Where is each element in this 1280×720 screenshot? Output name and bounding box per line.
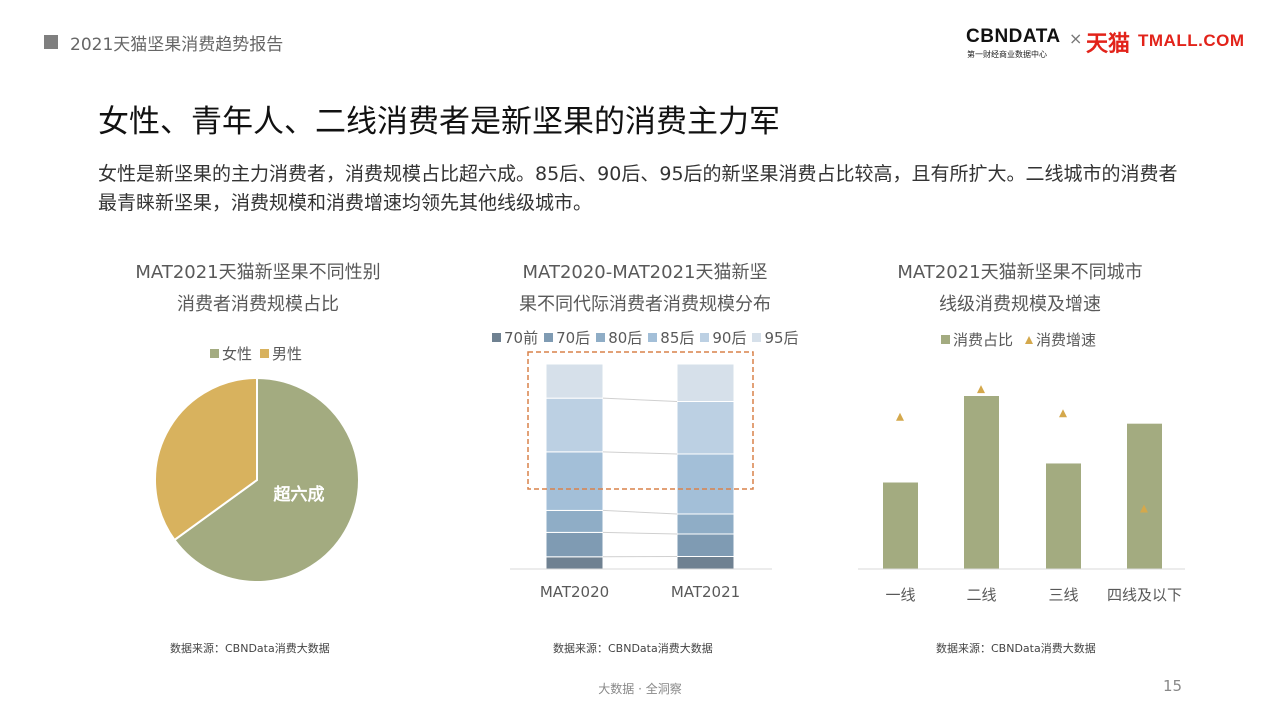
stacked-bar-chart: MAT2020 MAT2021 [510, 351, 772, 601]
pie-chart: 超六成 [154, 376, 360, 583]
stacked-legend-item: 90后 [700, 327, 746, 348]
tmall-logo-en: TMALL.COM [1138, 31, 1245, 50]
logo-times-sign: × [1069, 29, 1083, 48]
city-growth-marker [1059, 409, 1067, 418]
stacked-bar-segment [676, 401, 735, 455]
brand-logo: CBNDATA 第一财经商业数据中心 × 天猫 TMALL.COM [966, 26, 1246, 62]
city-legend-item: 消费增速 [1025, 329, 1096, 350]
stacked-bar-segment [545, 531, 604, 558]
pie-chart-title: MAT2021天猫新坚果不同性别 消费者消费规模占比 [98, 257, 418, 321]
stacked-legend-label: 70后 [556, 329, 591, 347]
city-title-line2: 线级消费规模及增速 [939, 294, 1101, 315]
stacked-legend-swatch [544, 333, 554, 342]
stacked-bar-segment [545, 451, 604, 511]
pie-title-line2: 消费者消费规模占比 [177, 294, 339, 315]
pie-slice-女性 [173, 376, 360, 583]
page-description: 女性是新坚果的主力消费者，消费规模占比超六成。85后、90后、95后的新坚果消费… [98, 163, 1178, 214]
stacked-legend-label: 95后 [764, 329, 799, 347]
city-legend-swatch [941, 335, 950, 344]
city-bar [1046, 463, 1081, 569]
stacked-legend-swatch [648, 333, 658, 342]
stacked-legend-swatch [700, 333, 710, 342]
stacked-legend: 70前 70后 80后 85后 90后 95后 [492, 327, 799, 348]
stacked-bar-segment [676, 556, 735, 570]
city-bar-chart: 一线 二线 三线 四线及以下 [858, 385, 1185, 604]
city-legend: 消费占比 消费增速 [941, 329, 1096, 350]
pie-legend-item: 女性 [210, 343, 252, 364]
stacked-connector-line [602, 531, 678, 535]
city-legend-swatch [1025, 335, 1034, 344]
stacked-legend-label: 90后 [712, 329, 747, 347]
stacked-legend-item: 95后 [752, 327, 799, 348]
cbndata-logo-subtext: 第一财经商业数据中心 [967, 50, 1047, 59]
pie-slice-男性 [154, 376, 258, 542]
pie-legend-swatch [260, 349, 270, 358]
stacked-bar-segment [676, 363, 735, 402]
city-source: 数据来源：CBNData消费大数据 [936, 642, 1096, 655]
pie-legend-label: 女性 [222, 345, 253, 363]
stacked-bar-segment [676, 533, 735, 557]
stacked-bar-segment [545, 556, 604, 570]
cbndata-logo-text: CBNDATA [966, 26, 1061, 47]
stacked-legend-item: 70后 [544, 327, 590, 348]
stacked-x-label: MAT2020 [540, 583, 609, 601]
city-chart-title: MAT2021天猫新坚果不同城市 线级消费规模及增速 [860, 257, 1180, 321]
city-growth-marker [1140, 504, 1148, 513]
stacked-connector-line [602, 451, 678, 455]
stacked-connector-line [602, 397, 678, 402]
city-legend-label: 消费占比 [953, 331, 1014, 349]
stacked-x-label: MAT2021 [671, 583, 740, 601]
city-title-line1: MAT2021天猫新坚果不同城市 [897, 262, 1143, 283]
city-legend-label: 消费增速 [1036, 331, 1097, 349]
city-growth-marker [977, 385, 985, 394]
footer-text: 大数据 · 全洞察 [598, 682, 682, 696]
stacked-legend-item: 70前 [492, 327, 538, 348]
stacked-connector-line [602, 509, 678, 515]
stacked-legend-item: 85后 [648, 327, 694, 348]
pie-title-line1: MAT2021天猫新坚果不同性别 [135, 262, 381, 283]
city-bar [964, 396, 999, 569]
header-square-icon [44, 35, 58, 49]
pie-legend-item: 男性 [260, 343, 302, 364]
stacked-bar-segment [676, 453, 735, 515]
stacked-source: 数据来源：CBNData消费大数据 [553, 642, 713, 655]
pie-slice-label: 超六成 [274, 484, 325, 505]
stacked-legend-item: 80后 [596, 327, 642, 348]
city-x-label: 一线 [885, 586, 915, 604]
page-title: 女性、青年人、二线消费者是新坚果的消费主力军 [98, 104, 780, 140]
stacked-title-line1: MAT2020-MAT2021天猫新坚 [522, 262, 768, 283]
stacked-chart-title: MAT2020-MAT2021天猫新坚 果不同代际消费者消费规模分布 [480, 257, 810, 321]
stacked-legend-label: 85后 [660, 329, 695, 347]
page-number: 15 [1163, 677, 1183, 695]
stacked-legend-swatch [752, 333, 762, 342]
stacked-legend-label: 70前 [504, 329, 539, 347]
pie-legend-swatch [210, 349, 219, 358]
city-x-label: 三线 [1048, 586, 1078, 604]
stacked-bar-segment [545, 509, 604, 533]
stacked-bar-segment [545, 363, 604, 399]
stacked-legend-swatch [596, 333, 606, 342]
highlight-dashed-box [527, 351, 754, 490]
pie-source: 数据来源：CBNData消费大数据 [170, 642, 330, 655]
city-x-label: 二线 [966, 586, 996, 604]
city-x-label: 四线及以下 [1107, 586, 1182, 604]
stacked-legend-swatch [492, 333, 501, 342]
pie-legend-label: 男性 [272, 345, 303, 363]
stacked-bar-segment [676, 513, 735, 535]
tmall-logo-cn: 天猫 [1086, 32, 1131, 57]
pie-legend: 女性 男性 [210, 343, 302, 364]
city-legend-item: 消费占比 [941, 329, 1013, 350]
report-title: 2021天猫坚果消费趋势报告 [70, 35, 284, 55]
city-growth-marker [896, 412, 904, 421]
city-bar [883, 482, 918, 569]
stacked-bar-segment [545, 397, 604, 453]
stacked-legend-label: 80后 [608, 329, 643, 347]
city-bar [1127, 423, 1162, 569]
stacked-title-line2: 果不同代际消费者消费规模分布 [519, 294, 771, 315]
